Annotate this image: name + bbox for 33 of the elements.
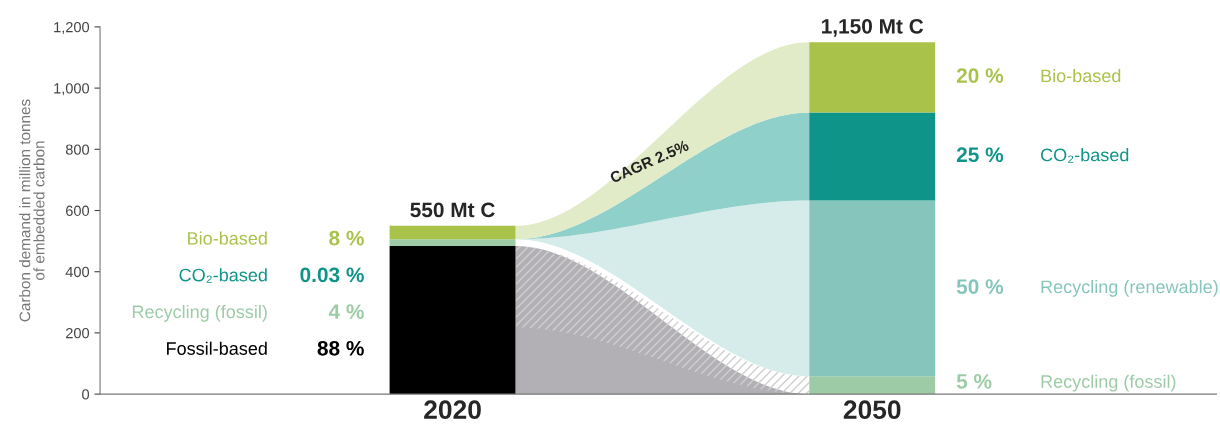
y-tick-label: 200 bbox=[66, 328, 90, 339]
annotation: 20 % bbox=[956, 68, 1004, 83]
y-tick-label: 1,000 bbox=[54, 83, 90, 96]
bar bbox=[389, 239, 516, 247]
annotation: 50 % bbox=[956, 279, 1004, 294]
bar bbox=[809, 42, 936, 113]
text: Recycling (fossil) bbox=[132, 304, 267, 322]
annotation: CAGR 2.5% bbox=[609, 139, 690, 184]
text: CO₂-based bbox=[1041, 148, 1129, 163]
y-tick-label: 800 bbox=[65, 144, 90, 155]
total-label: 550 Mt C bbox=[410, 202, 495, 218]
y-tick-label: 0 bbox=[82, 389, 90, 400]
text: Bio-based bbox=[188, 231, 267, 245]
annotation: 4 % bbox=[328, 304, 364, 319]
annotation: 25 % bbox=[956, 147, 1004, 163]
y-tick-label: 600 bbox=[66, 205, 90, 216]
annotation: 5 % bbox=[956, 374, 992, 389]
bar bbox=[809, 376, 936, 395]
text: CO₂-based bbox=[179, 268, 267, 283]
text: Fossil-based bbox=[167, 341, 267, 355]
bar bbox=[389, 225, 516, 240]
y-tick-label: 1,200 bbox=[54, 22, 90, 35]
text: Recycling (fossil) bbox=[1041, 374, 1176, 392]
x-tick-label: 2020 bbox=[424, 400, 481, 420]
total-label: 1,150 Mt C bbox=[822, 18, 924, 37]
annotation: 8 % bbox=[329, 230, 364, 246]
y-tick-label: 400 bbox=[65, 266, 90, 278]
annotation: 0.03 % bbox=[300, 267, 364, 283]
x-tick-label: 2050 bbox=[843, 400, 901, 420]
text: Recycling (renewable) bbox=[1041, 279, 1218, 297]
annotation: 88 % bbox=[317, 340, 364, 356]
text: Bio-based bbox=[1041, 68, 1121, 83]
y-axis-title: Carbon demand in million tonnes of embedded carbon bbox=[19, 99, 45, 322]
